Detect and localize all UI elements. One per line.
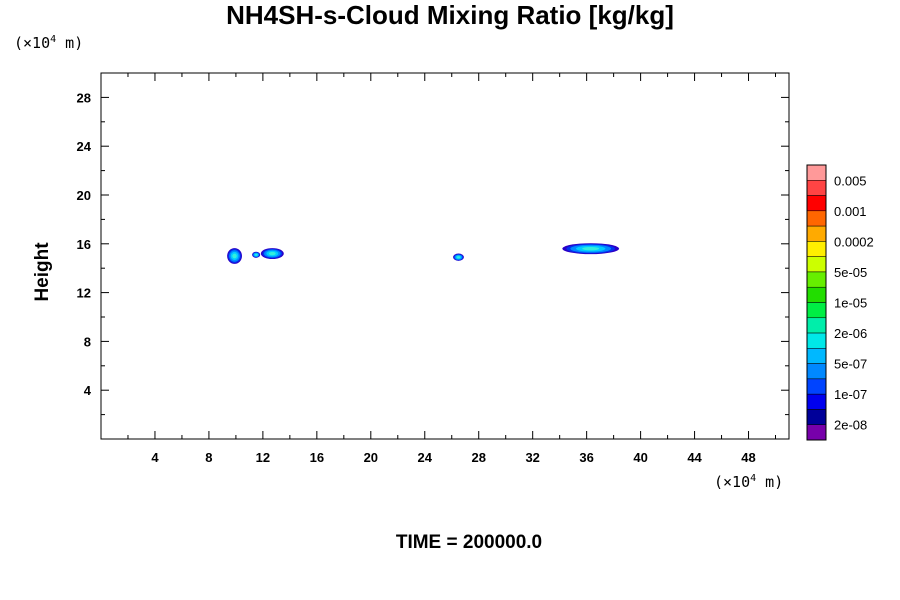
colorbar-swatch [806, 210, 827, 227]
colorbar-swatch [806, 348, 827, 364]
plot-frame [100, 72, 790, 440]
time-label: TIME = 200000.0 [395, 532, 543, 553]
cloud-contour [232, 253, 237, 259]
colorbar-label: 1e-05 [834, 296, 867, 311]
colorbar-label: 2e-06 [834, 326, 867, 341]
colorbar-swatch [806, 195, 827, 212]
y-tick-label: 8 [84, 334, 91, 349]
colorbar-label: 2e-08 [834, 418, 867, 433]
colorbar-label: 1e-07 [834, 387, 867, 402]
colorbar-swatch [806, 286, 827, 303]
colorbar-swatch [806, 409, 827, 425]
chart-title: NH4SH-s-Cloud Mixing Ratio [kg/kg] [226, 0, 674, 30]
colorbar-label: 5e-05 [834, 265, 867, 280]
colorbar-swatch [806, 256, 827, 273]
y-tick-label: 28 [77, 90, 91, 105]
x-tick-label: 28 [471, 450, 485, 465]
colorbar-swatch [806, 378, 827, 395]
x-tick-label: 16 [310, 450, 324, 465]
colorbar-swatch [806, 317, 827, 334]
colorbar-label: 0.0002 [834, 234, 874, 249]
colorbar-frame [806, 164, 827, 441]
cloud-contour [582, 247, 600, 251]
y-tick-label: 16 [77, 237, 91, 252]
x-tick-label: 40 [633, 450, 647, 465]
colorbar-swatch [806, 363, 827, 380]
colorbar-swatch [806, 332, 827, 349]
y-tick-label: 20 [77, 188, 91, 203]
x-tick-label: 48 [741, 450, 755, 465]
x-tick-label: 24 [418, 450, 433, 465]
colorbar-swatch [806, 302, 827, 319]
x-tick-label: 8 [205, 450, 212, 465]
x-tick-label: 12 [256, 450, 270, 465]
colorbar-swatch [806, 424, 827, 441]
colorbar-swatch [806, 180, 827, 196]
x-tick-label: 4 [151, 450, 159, 465]
colorbar-swatch [806, 164, 827, 181]
colorbar-swatch [806, 225, 827, 242]
y-tick-label: 24 [77, 139, 92, 154]
y-unit-label: (×104 m) [14, 34, 84, 52]
colorbar-label: 0.005 [834, 173, 867, 188]
cloud-contour [268, 251, 276, 256]
y-tick-label: 12 [77, 286, 91, 301]
x-tick-label: 20 [364, 450, 378, 465]
colorbar-swatch [806, 271, 827, 288]
x-tick-label: 36 [579, 450, 593, 465]
colorbar-label: 0.001 [834, 204, 867, 219]
y-tick-label: 4 [84, 383, 92, 398]
colorbar-swatch [806, 393, 827, 410]
colorbar-swatch [806, 241, 827, 257]
colorbar-label: 5e-07 [834, 357, 867, 372]
x-tick-label: 44 [687, 450, 702, 465]
x-tick-label: 32 [525, 450, 539, 465]
cloud-contour [254, 253, 258, 256]
x-unit-label: (×104 m) [714, 473, 784, 491]
cloud-contour [456, 256, 461, 259]
